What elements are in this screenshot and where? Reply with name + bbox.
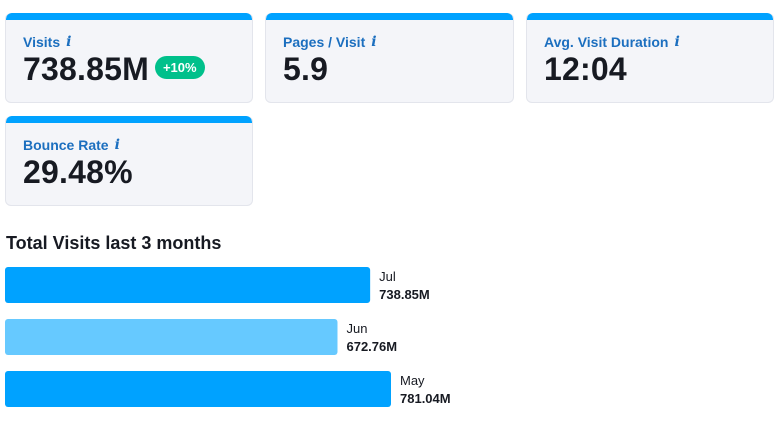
visits-label-row: Visits i xyxy=(23,34,73,50)
bar-category-label-jul: Jul xyxy=(379,269,396,284)
bar-category-label-jun: Jun xyxy=(346,321,367,336)
bar-jul[interactable] xyxy=(5,267,371,303)
bar-category-label-may: May xyxy=(400,373,425,388)
bounce-rate-label-row: Bounce Rate i xyxy=(23,137,122,153)
bar-value-label-jun: 672.76M xyxy=(346,339,397,354)
pages-per-visit-card: Pages / Visit i 5.9 xyxy=(265,13,514,103)
visits-card: Visits i 738.85M +10% xyxy=(5,13,253,103)
bar-jun[interactable] xyxy=(5,319,338,355)
total-visits-bar-chart: Jul 738.85M Jun 672.76M May 781.04M xyxy=(5,267,451,407)
visits-change-badge: +10% xyxy=(154,56,205,79)
avg-visit-duration-card: Avg. Visit Duration i 12:04 xyxy=(526,13,774,103)
pages-per-visit-label: Pages / Visit xyxy=(283,34,366,50)
bounce-rate-value: 29.48% xyxy=(23,154,133,190)
visits-value: 738.85M xyxy=(23,51,149,87)
bounce-rate-label: Bounce Rate xyxy=(23,137,109,153)
bounce-rate-value-row: 29.48% xyxy=(23,154,133,191)
bar-value-label-may: 781.04M xyxy=(400,391,451,406)
info-icon[interactable]: i xyxy=(114,137,120,153)
info-icon[interactable]: i xyxy=(674,34,680,50)
visits-value-row: 738.85M +10% xyxy=(23,51,205,88)
chart-section-title: Total Visits last 3 months xyxy=(6,233,222,253)
avg-visit-duration-label: Avg. Visit Duration xyxy=(544,34,669,50)
info-icon[interactable]: i xyxy=(66,34,72,50)
pages-per-visit-value: 5.9 xyxy=(283,51,329,87)
info-icon[interactable]: i xyxy=(371,34,377,50)
pages-per-visit-label-row: Pages / Visit i xyxy=(283,34,378,50)
bar-may[interactable] xyxy=(5,371,391,407)
avg-visit-duration-value-row: 12:04 xyxy=(544,51,627,88)
bar-value-label-jul: 738.85M xyxy=(379,287,430,302)
bounce-rate-card: Bounce Rate i 29.48% xyxy=(5,116,253,206)
visits-label: Visits xyxy=(23,34,61,50)
pages-per-visit-value-row: 5.9 xyxy=(283,51,328,88)
avg-visit-duration-value: 12:04 xyxy=(544,51,627,87)
avg-visit-duration-label-row: Avg. Visit Duration i xyxy=(544,34,681,50)
